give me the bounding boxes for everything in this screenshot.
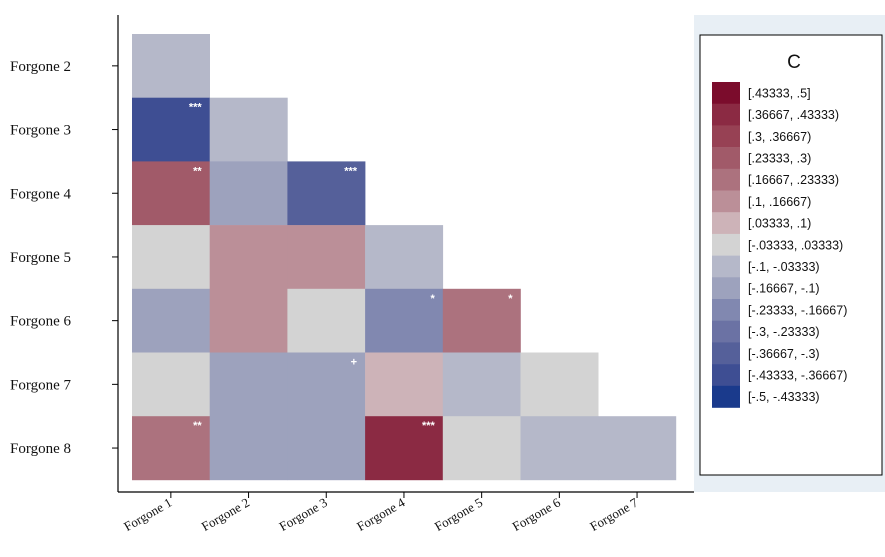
heatmap-cell [132, 225, 210, 290]
heatmap-cell [209, 352, 288, 417]
legend-label: [.1, .16667) [748, 195, 811, 209]
legend-label: [-.5, -.43333) [748, 390, 820, 404]
legend-swatch [712, 103, 740, 126]
heatmap-cell [209, 97, 288, 162]
y-axis-ticks: Forgone 2 Forgone 3 Forgone 4 Forgone 5 Forg… [10, 59, 118, 457]
heatmap-cell [132, 97, 210, 162]
heatmap-cell [287, 288, 366, 353]
legend-swatch [712, 342, 740, 365]
y-tick-label: Forgone 8 [10, 441, 71, 457]
heatmap-cell [598, 416, 677, 481]
heatmap-cell [132, 416, 210, 481]
legend-label: [-.3, -.23333) [748, 325, 820, 339]
significance-marker: ** [193, 420, 202, 432]
y-tick-label: Forgone 6 [10, 314, 71, 330]
legend-swatch [712, 125, 740, 148]
legend-label: [.3, .36667) [748, 130, 811, 144]
legend-swatch [712, 212, 740, 235]
x-tick-label: Forgone 4 [354, 494, 408, 534]
legend: C [.43333, .5] [.36667, .43333) [.3, .3666… [699, 34, 883, 476]
legend-label: [-.36667, -.3) [748, 347, 820, 361]
legend-swatch [712, 190, 740, 213]
significance-marker: + [351, 357, 357, 369]
heatmap-cell [520, 416, 599, 481]
heatmap-cell [209, 161, 288, 226]
heatmap-cell [520, 352, 599, 417]
heatmap-cell [132, 288, 210, 353]
significance-marker: *** [422, 420, 436, 432]
legend-swatch [712, 147, 740, 170]
heatmap-cell [365, 288, 444, 353]
legend-title: C [787, 52, 801, 73]
significance-marker: ** [193, 165, 202, 177]
legend-label: [.16667, .23333) [748, 173, 839, 187]
legend-swatch [712, 299, 740, 321]
legend-swatch [712, 82, 740, 104]
y-tick-label: Forgone 4 [10, 186, 71, 202]
legend-swatch [712, 255, 740, 278]
heatmap-cell [442, 416, 521, 481]
significance-marker: * [508, 293, 513, 305]
legend-label: [-.16667, -.1) [748, 282, 820, 296]
x-tick-label: Forgone 6 [510, 494, 564, 534]
heatmap-cell [287, 416, 366, 481]
x-tick-label: Forgone 5 [432, 495, 485, 534]
legend-label: [-.23333, -.16667) [748, 303, 847, 317]
heatmap-cell [442, 288, 521, 353]
legend-label: [.03333, .1) [748, 217, 811, 231]
legend-label: [.23333, .3) [748, 151, 811, 165]
legend-label: [.36667, .43333) [748, 108, 839, 122]
x-tick-label: Forgone 2 [199, 495, 252, 534]
legend-label: [-.03333, .03333) [748, 238, 843, 252]
heatmap-cell [209, 225, 288, 290]
legend-swatch [712, 168, 740, 191]
heatmap-cell [132, 34, 210, 98]
significance-marker: *** [344, 165, 358, 177]
x-tick-label: Forgone 1 [121, 495, 174, 534]
legend-label: [.43333, .5] [748, 86, 811, 100]
heatmap-cell [132, 161, 210, 226]
significance-marker: *** [189, 102, 203, 114]
x-tick-label: Forgone 7 [587, 494, 641, 534]
heatmap-cell [287, 161, 366, 226]
heatmap-cell [365, 225, 444, 290]
heatmap-cell [287, 225, 366, 290]
y-tick-label: Forgone 7 [10, 377, 71, 393]
significance-marker: * [431, 293, 436, 305]
legend-swatch [712, 277, 740, 300]
legend-label: [-.43333, -.36667) [748, 368, 847, 382]
heatmap-cell [209, 416, 288, 481]
x-axis-ticks: Forgone 1 Forgone 2 Forgone 3 Forgone 4 Forg… [121, 492, 641, 534]
significance-markers: ***** **** *+** *** [189, 102, 513, 433]
heatmap-cell [365, 416, 444, 481]
heatmap-cell [442, 352, 521, 417]
y-tick-label: Forgone 2 [10, 59, 71, 75]
legend-label: [-.1, -.03333) [748, 260, 820, 274]
heatmap-cells [132, 34, 677, 481]
legend-swatch [712, 364, 740, 387]
legend-swatch [712, 385, 740, 408]
y-tick-label: Forgone 5 [10, 250, 71, 266]
heatmap-cell [209, 288, 288, 353]
heatmap-cell [287, 352, 366, 417]
legend-swatch [712, 320, 740, 343]
x-tick-label: Forgone 3 [276, 495, 329, 534]
legend-swatch [712, 233, 740, 256]
heatmap-cell [365, 352, 444, 417]
heatmap-cell [132, 352, 210, 417]
y-tick-label: Forgone 3 [10, 123, 71, 139]
